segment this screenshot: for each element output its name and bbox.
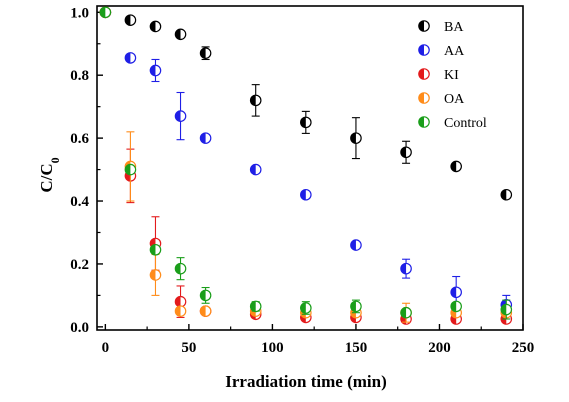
data-point	[300, 116, 312, 129]
y-tick-label: 1.0	[70, 5, 89, 21]
data-point	[174, 262, 187, 275]
data-point	[350, 300, 362, 313]
legend: BA AA KI OA Control	[418, 20, 487, 131]
data-point	[124, 163, 137, 176]
legend-label: Control	[444, 116, 487, 131]
data-point	[249, 94, 262, 107]
legend-marker	[418, 68, 430, 80]
x-tick-label: 0	[102, 340, 110, 356]
series-aa	[99, 6, 513, 315]
data-point	[124, 52, 137, 64]
data-point	[400, 262, 412, 275]
data-point	[450, 160, 462, 173]
data-point	[249, 163, 262, 176]
x-axis-title: Irradiation time (min)	[225, 372, 386, 391]
data-point	[199, 47, 212, 59]
plot-border	[96, 5, 524, 331]
legend-label: OA	[444, 92, 465, 107]
data-point	[249, 300, 262, 313]
legend-marker	[418, 92, 430, 104]
plot-frame	[96, 5, 524, 331]
data-point	[400, 306, 412, 319]
y-tick-label: 0.4	[70, 194, 89, 210]
data-point	[99, 6, 112, 19]
x-tick-label: 250	[512, 340, 535, 356]
data-point	[500, 303, 513, 316]
data-point	[400, 146, 412, 159]
x-tick-label: 150	[345, 340, 368, 356]
data-point	[124, 14, 137, 26]
data-point	[174, 110, 187, 122]
legend-item-oa: OA	[418, 92, 465, 107]
data-point	[149, 269, 162, 281]
data-point	[149, 243, 162, 256]
y-tick-label: 0.8	[70, 68, 89, 84]
y-axis-ticks: 0.0 0.2 0.4 0.6 0.8 1.0	[70, 5, 103, 336]
data-point	[450, 300, 462, 313]
data-point	[199, 132, 212, 144]
y-axis-title-subscript: 0	[48, 157, 62, 163]
y-tick-label: 0.0	[70, 320, 89, 336]
data-point	[149, 64, 162, 77]
series-layer	[99, 6, 513, 325]
x-tick-label: 50	[181, 340, 196, 356]
legend-marker	[418, 116, 430, 128]
legend-label: BA	[444, 20, 464, 35]
data-point	[300, 302, 312, 314]
data-point	[149, 20, 162, 33]
y-tick-label: 0.6	[70, 131, 89, 147]
data-point	[199, 305, 212, 317]
data-point	[350, 239, 362, 251]
legend-item-ki: KI	[418, 68, 459, 83]
data-point	[450, 286, 462, 299]
legend-label: KI	[444, 68, 459, 83]
data-point	[300, 188, 312, 201]
data-point	[174, 305, 187, 317]
data-point	[500, 188, 513, 201]
legend-item-aa: AA	[418, 44, 465, 59]
data-point	[350, 132, 362, 144]
x-tick-label: 100	[261, 340, 284, 356]
y-tick-label: 0.2	[70, 257, 89, 273]
y-axis-title: C/C0	[37, 157, 62, 192]
data-point	[199, 289, 212, 302]
series-control	[99, 6, 513, 320]
legend-marker	[418, 20, 430, 32]
x-tick-label: 200	[428, 340, 451, 356]
legend-marker	[418, 44, 430, 56]
y-axis-title-main: C/C	[37, 163, 56, 192]
data-point	[174, 28, 187, 41]
x-axis-ticks: 0 50 100 150 200 250	[102, 324, 535, 356]
legend-item-ba: BA	[418, 20, 464, 35]
legend-item-control: Control	[418, 116, 487, 131]
legend-label: AA	[444, 44, 465, 59]
